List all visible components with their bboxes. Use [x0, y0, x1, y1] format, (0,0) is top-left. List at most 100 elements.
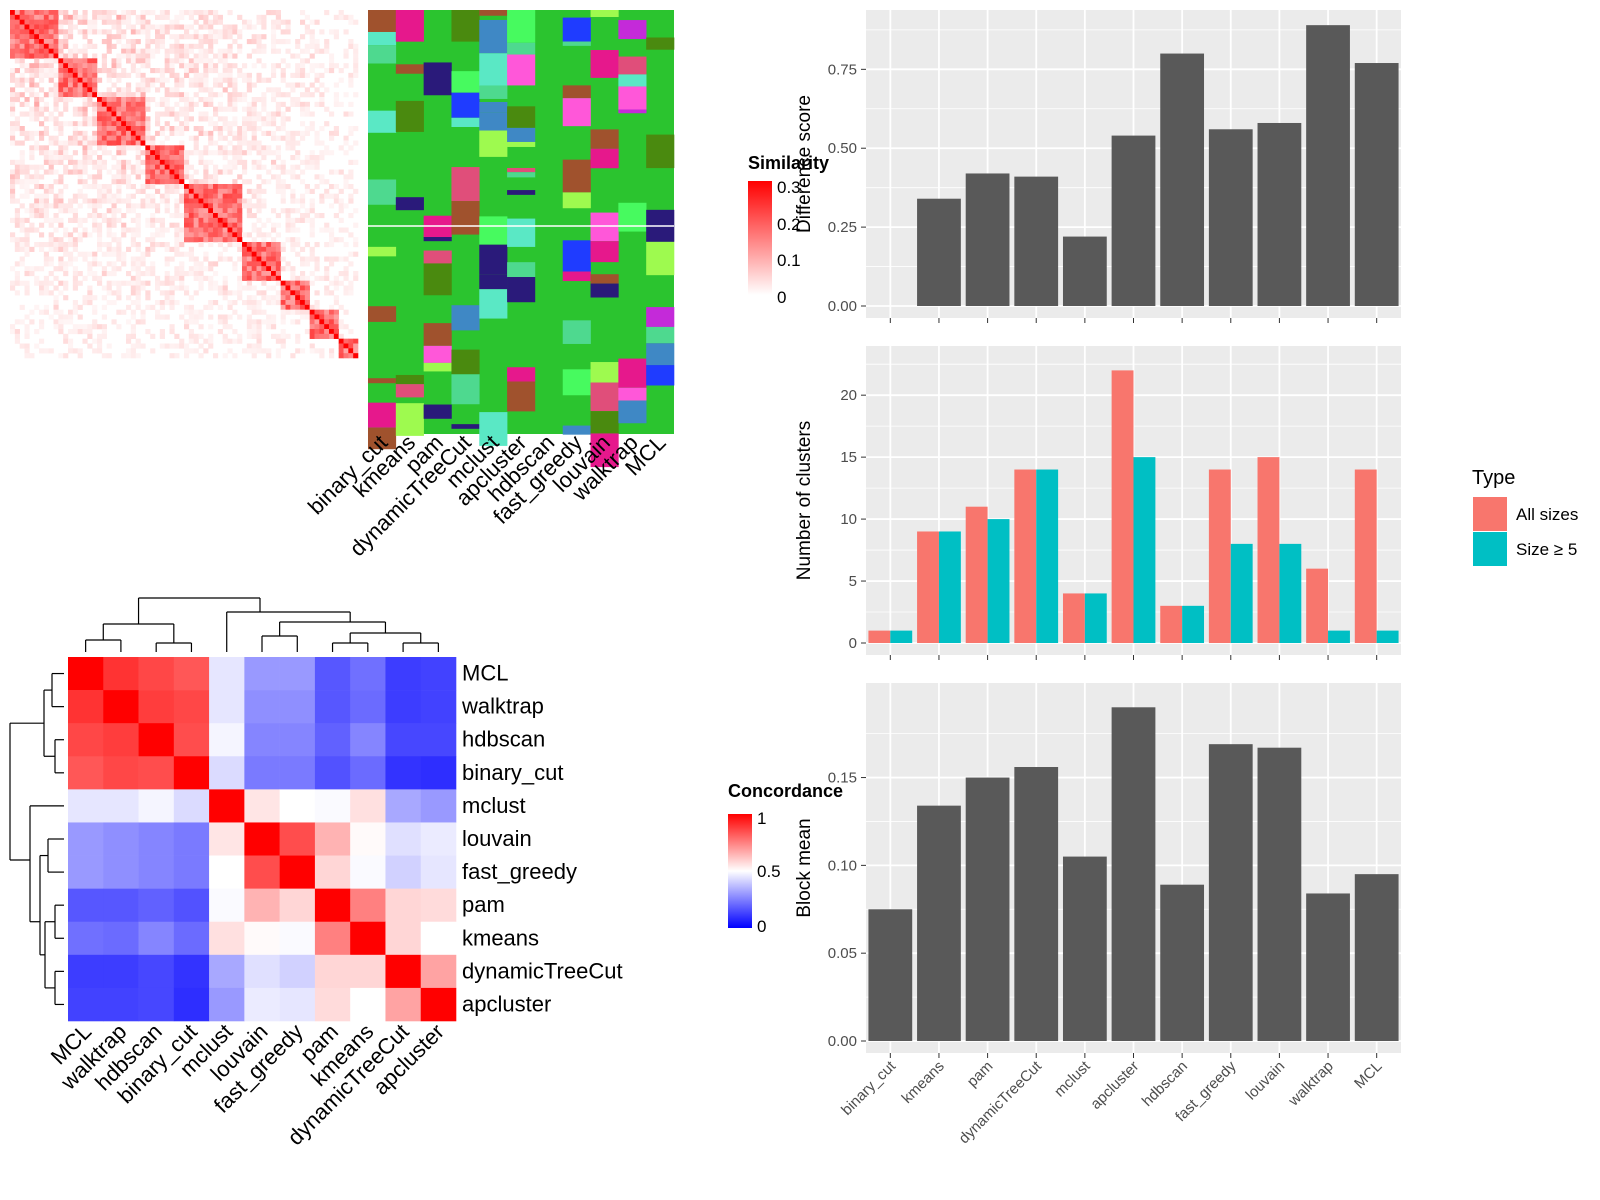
- concordance-cell: [173, 987, 210, 1022]
- similarity-cell: [92, 203, 98, 209]
- similarity-cell: [116, 58, 122, 64]
- similarity-cell: [222, 256, 228, 262]
- similarity-cell: [14, 213, 20, 219]
- similarity-cell: [304, 159, 310, 165]
- similarity-cell: [87, 300, 93, 306]
- similarity-cell: [58, 237, 64, 243]
- similarity-cell: [87, 97, 93, 103]
- similarity-cell: [140, 14, 146, 20]
- similarity-cell: [319, 319, 325, 325]
- concordance-cell: [279, 855, 316, 889]
- concordance-cell: [385, 888, 422, 923]
- similarity-cell: [203, 150, 209, 156]
- similarity-cell: [135, 121, 141, 127]
- similarity-cell: [275, 63, 281, 69]
- similarity-cell: [135, 150, 141, 156]
- similarity-cell: [150, 213, 156, 219]
- similarity-cell: [111, 10, 117, 16]
- similarity-cell: [333, 213, 339, 219]
- similarity-cell: [130, 53, 136, 59]
- similarity-cell: [29, 155, 35, 161]
- similarity-cell: [10, 198, 16, 204]
- similarity-cell: [72, 150, 78, 156]
- similarity-cell: [208, 208, 214, 214]
- similarity-cell: [135, 295, 141, 301]
- similarity-cell: [280, 29, 286, 35]
- similarity-cell: [348, 130, 354, 136]
- similarity-cell: [130, 39, 136, 45]
- similarity-cell: [14, 58, 20, 64]
- similarity-cell: [242, 275, 248, 281]
- similarity-cell: [285, 213, 291, 219]
- similarity-cell: [145, 150, 151, 156]
- similarity-cell: [145, 145, 151, 151]
- similarity-cell: [261, 116, 267, 122]
- similarity-cell: [39, 213, 45, 219]
- similarity-cell: [97, 333, 103, 339]
- similarity-cell: [208, 97, 214, 103]
- similarity-cell: [261, 237, 267, 243]
- similarity-cell: [68, 92, 74, 98]
- similarity-cell: [203, 227, 209, 233]
- similarity-cell: [159, 145, 165, 151]
- similarity-cell: [135, 213, 141, 219]
- similarity-cell: [174, 246, 180, 252]
- similarity-cell: [193, 256, 199, 262]
- similarity-cell: [63, 150, 69, 156]
- similarity-cell: [29, 309, 35, 315]
- similarity-cell: [58, 92, 64, 98]
- similarity-cell: [101, 184, 107, 190]
- similarity-cell: [10, 101, 16, 107]
- similarity-cell: [251, 266, 257, 272]
- similarity-cell: [256, 174, 262, 180]
- similarity-cell: [101, 39, 107, 45]
- concordance-cell: [385, 987, 422, 1022]
- cluster-segment: [395, 10, 424, 42]
- similarity-cell: [261, 24, 267, 30]
- similarity-cell: [53, 213, 59, 219]
- similarity-cell: [261, 222, 267, 228]
- similarity-cell: [39, 10, 45, 16]
- similarity-cell: [72, 159, 78, 165]
- similarity-cell: [43, 169, 49, 175]
- similarity-cell: [314, 72, 320, 78]
- similarity-cell: [275, 251, 281, 257]
- similarity-cell: [130, 92, 136, 98]
- similarity-cell: [261, 280, 267, 286]
- similarity-cell: [324, 290, 330, 296]
- similarity-cell: [188, 222, 194, 228]
- similarity-cell: [63, 333, 69, 339]
- similarity-cell: [159, 24, 165, 30]
- similarity-cell: [77, 237, 83, 243]
- similarity-cell: [203, 68, 209, 74]
- similarity-cell: [256, 77, 262, 83]
- similarity-cell: [111, 43, 117, 49]
- similarity-cell: [150, 145, 156, 151]
- similarity-cell: [290, 82, 296, 88]
- bar: [1014, 176, 1059, 306]
- similarity-cell: [72, 208, 78, 214]
- similarity-cell: [300, 19, 306, 25]
- similarity-cell: [217, 217, 223, 223]
- similarity-cell: [256, 324, 262, 330]
- similarity-cell: [217, 237, 223, 243]
- similarity-cell: [39, 324, 45, 330]
- similarity-cell: [63, 92, 69, 98]
- similarity-cell: [203, 116, 209, 122]
- similarity-cell: [280, 77, 286, 83]
- similarity-cell: [174, 82, 180, 88]
- similarity-cell: [39, 309, 45, 315]
- similarity-cell: [116, 63, 122, 69]
- similarity-cell: [111, 266, 117, 272]
- similarity-cell: [77, 217, 83, 223]
- similarity-cell: [116, 121, 122, 127]
- similarity-cell: [198, 188, 204, 194]
- cluster-segment: [479, 289, 508, 319]
- similarity-cell: [135, 68, 141, 74]
- similarity-cell: [68, 48, 74, 54]
- similarity-cell: [164, 68, 170, 74]
- similarity-cell: [140, 72, 146, 78]
- similarity-cell: [290, 101, 296, 107]
- similarity-cell: [72, 43, 78, 49]
- similarity-cell: [48, 217, 54, 223]
